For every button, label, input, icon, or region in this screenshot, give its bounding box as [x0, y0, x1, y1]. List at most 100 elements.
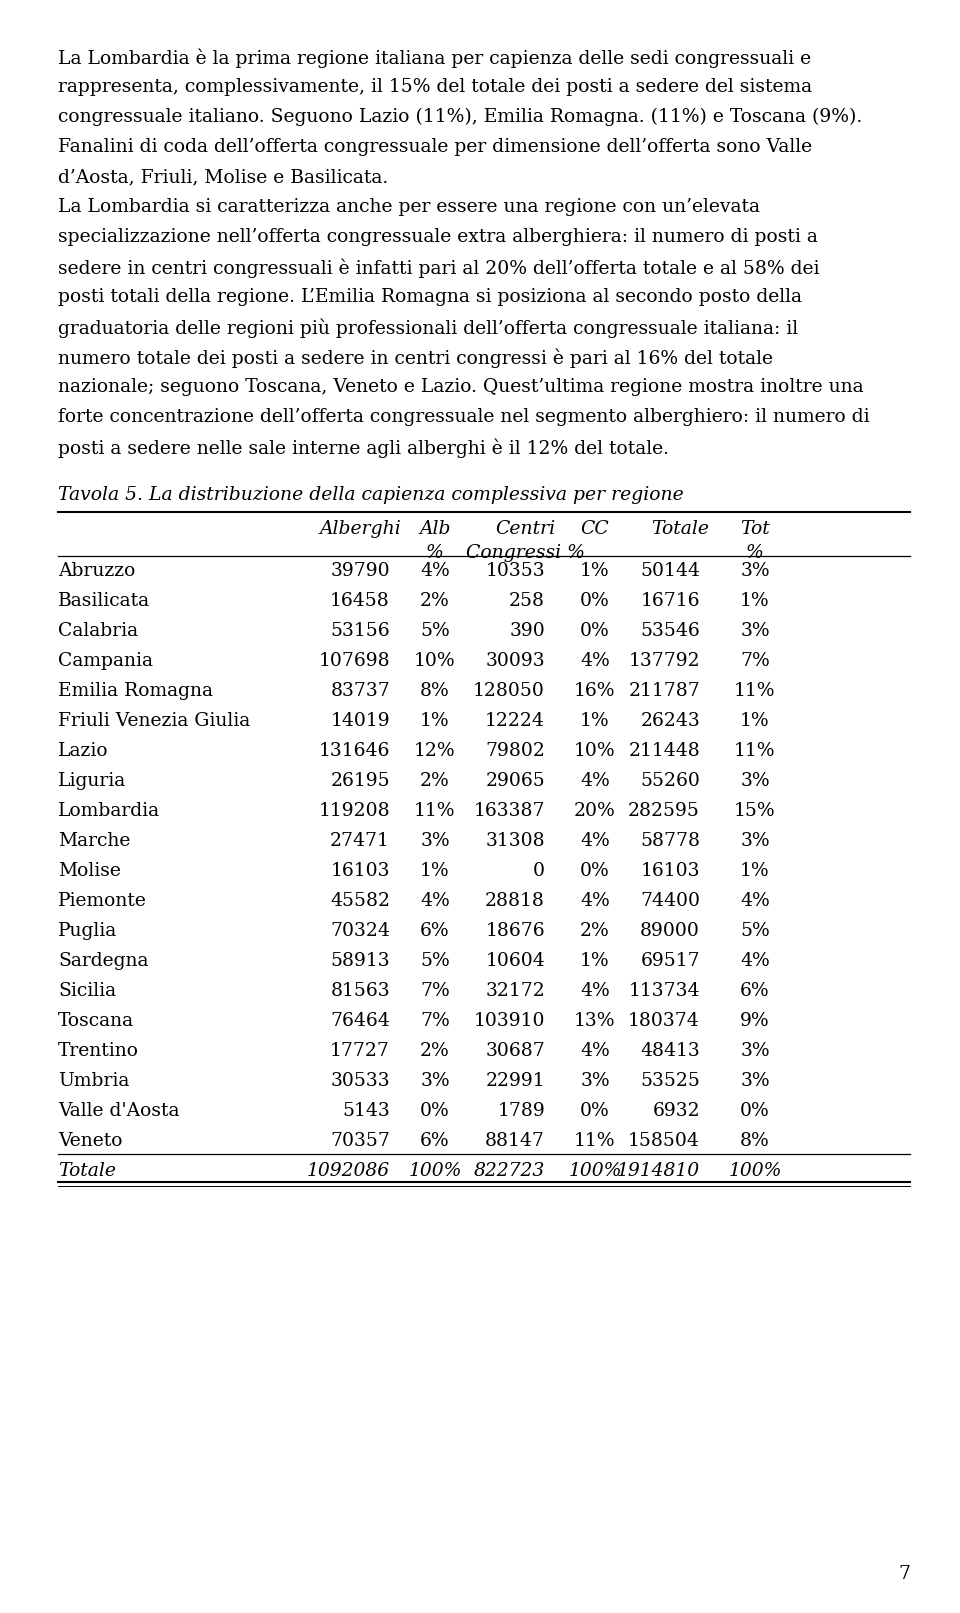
- Text: 16103: 16103: [330, 861, 390, 881]
- Text: 10%: 10%: [574, 742, 615, 760]
- Text: 211787: 211787: [628, 682, 700, 700]
- Text: 3%: 3%: [420, 832, 450, 850]
- Text: 282595: 282595: [628, 802, 700, 819]
- Text: 16716: 16716: [640, 592, 700, 610]
- Text: 4%: 4%: [580, 892, 610, 910]
- Text: 50144: 50144: [640, 561, 700, 581]
- Text: 3%: 3%: [740, 561, 770, 581]
- Text: Veneto: Veneto: [58, 1132, 123, 1150]
- Text: 4%: 4%: [740, 892, 770, 910]
- Text: 11%: 11%: [415, 802, 456, 819]
- Text: 100%: 100%: [568, 1161, 622, 1181]
- Text: Puglia: Puglia: [58, 923, 117, 940]
- Text: 45582: 45582: [330, 892, 390, 910]
- Text: 180374: 180374: [628, 1011, 700, 1031]
- Text: Liguria: Liguria: [58, 773, 127, 790]
- Text: graduatoria delle regioni più professionali dell’offerta congressuale italiana: : graduatoria delle regioni più profession…: [58, 318, 798, 337]
- Text: 58778: 58778: [640, 832, 700, 850]
- Text: 6%: 6%: [420, 1132, 450, 1150]
- Text: 74400: 74400: [640, 892, 700, 910]
- Text: Calabria: Calabria: [58, 623, 138, 640]
- Text: sedere in centri congressuali è infatti pari al 20% dell’offerta totale e al 58%: sedere in centri congressuali è infatti …: [58, 258, 820, 277]
- Text: 2%: 2%: [420, 773, 450, 790]
- Text: 4%: 4%: [580, 832, 610, 850]
- Text: 5%: 5%: [420, 952, 450, 969]
- Text: 26195: 26195: [330, 773, 390, 790]
- Text: 53525: 53525: [640, 1073, 700, 1090]
- Text: 79802: 79802: [485, 742, 545, 760]
- Text: Abruzzo: Abruzzo: [58, 561, 135, 581]
- Text: 83737: 83737: [330, 682, 390, 700]
- Text: 55260: 55260: [640, 773, 700, 790]
- Text: 70357: 70357: [330, 1132, 390, 1150]
- Text: forte concentrazione dell’offerta congressuale nel segmento alberghiero: il nume: forte concentrazione dell’offerta congre…: [58, 408, 870, 426]
- Text: Totale: Totale: [651, 519, 709, 539]
- Text: 3%: 3%: [740, 1042, 770, 1060]
- Text: 0%: 0%: [580, 861, 610, 881]
- Text: 158504: 158504: [628, 1132, 700, 1150]
- Text: Campania: Campania: [58, 652, 153, 669]
- Text: specializzazione nell’offerta congressuale extra alberghiera: il numero di posti: specializzazione nell’offerta congressua…: [58, 227, 818, 247]
- Text: 12%: 12%: [414, 742, 456, 760]
- Text: 4%: 4%: [580, 1042, 610, 1060]
- Text: 10%: 10%: [414, 652, 456, 669]
- Text: 76464: 76464: [330, 1011, 390, 1031]
- Text: 7%: 7%: [420, 1011, 450, 1031]
- Text: 16%: 16%: [574, 682, 615, 700]
- Text: 32172: 32172: [485, 982, 545, 1000]
- Text: 30093: 30093: [486, 652, 545, 669]
- Text: 29065: 29065: [485, 773, 545, 790]
- Text: 1%: 1%: [740, 592, 770, 610]
- Text: 22991: 22991: [486, 1073, 545, 1090]
- Text: 6%: 6%: [420, 923, 450, 940]
- Text: 4%: 4%: [420, 892, 450, 910]
- Text: 131646: 131646: [319, 742, 390, 760]
- Text: 4%: 4%: [580, 982, 610, 1000]
- Text: 58913: 58913: [330, 952, 390, 969]
- Text: 31308: 31308: [486, 832, 545, 850]
- Text: 1%: 1%: [420, 861, 450, 881]
- Text: 30687: 30687: [485, 1042, 545, 1060]
- Text: 69517: 69517: [640, 952, 700, 969]
- Text: 4%: 4%: [420, 561, 450, 581]
- Text: Lazio: Lazio: [58, 742, 108, 760]
- Text: d’Aosta, Friuli, Molise e Basilicata.: d’Aosta, Friuli, Molise e Basilicata.: [58, 168, 388, 185]
- Text: 390: 390: [509, 623, 545, 640]
- Text: 2%: 2%: [580, 923, 610, 940]
- Text: 8%: 8%: [420, 682, 450, 700]
- Text: Emilia Romagna: Emilia Romagna: [58, 682, 213, 700]
- Text: posti totali della regione. L’Emilia Romagna si posiziona al secondo posto della: posti totali della regione. L’Emilia Rom…: [58, 289, 802, 306]
- Text: 11%: 11%: [734, 742, 776, 760]
- Text: 7%: 7%: [740, 652, 770, 669]
- Text: congressuale italiano. Seguono Lazio (11%), Emilia Romagna. (11%) e Toscana (9%): congressuale italiano. Seguono Lazio (11…: [58, 108, 862, 126]
- Text: 10604: 10604: [485, 952, 545, 969]
- Text: 18676: 18676: [486, 923, 545, 940]
- Text: 11%: 11%: [574, 1132, 615, 1150]
- Text: Marche: Marche: [58, 832, 131, 850]
- Text: 17727: 17727: [330, 1042, 390, 1060]
- Text: 8%: 8%: [740, 1132, 770, 1150]
- Text: 1%: 1%: [740, 861, 770, 881]
- Text: 5%: 5%: [420, 623, 450, 640]
- Text: 4%: 4%: [740, 952, 770, 969]
- Text: 1%: 1%: [580, 561, 610, 581]
- Text: 30533: 30533: [330, 1073, 390, 1090]
- Text: 3%: 3%: [420, 1073, 450, 1090]
- Text: 10353: 10353: [486, 561, 545, 581]
- Text: 0%: 0%: [580, 1102, 610, 1119]
- Text: 9%: 9%: [740, 1011, 770, 1031]
- Text: CC: CC: [581, 519, 610, 539]
- Text: Alb: Alb: [420, 519, 451, 539]
- Text: 137792: 137792: [629, 652, 700, 669]
- Text: Piemonte: Piemonte: [58, 892, 147, 910]
- Text: 119208: 119208: [319, 802, 390, 819]
- Text: 16103: 16103: [640, 861, 700, 881]
- Text: La Lombardia si caratterizza anche per essere una regione con un’elevata: La Lombardia si caratterizza anche per e…: [58, 198, 760, 216]
- Text: %: %: [746, 544, 764, 561]
- Text: 11%: 11%: [734, 682, 776, 700]
- Text: Tavola 5. La distribuzione della capienza complessiva per regione: Tavola 5. La distribuzione della capienz…: [58, 486, 684, 503]
- Text: 113734: 113734: [629, 982, 700, 1000]
- Text: 1%: 1%: [580, 711, 610, 731]
- Text: rappresenta, complessivamente, il 15% del totale dei posti a sedere del sistema: rappresenta, complessivamente, il 15% de…: [58, 77, 812, 97]
- Text: 14019: 14019: [330, 711, 390, 731]
